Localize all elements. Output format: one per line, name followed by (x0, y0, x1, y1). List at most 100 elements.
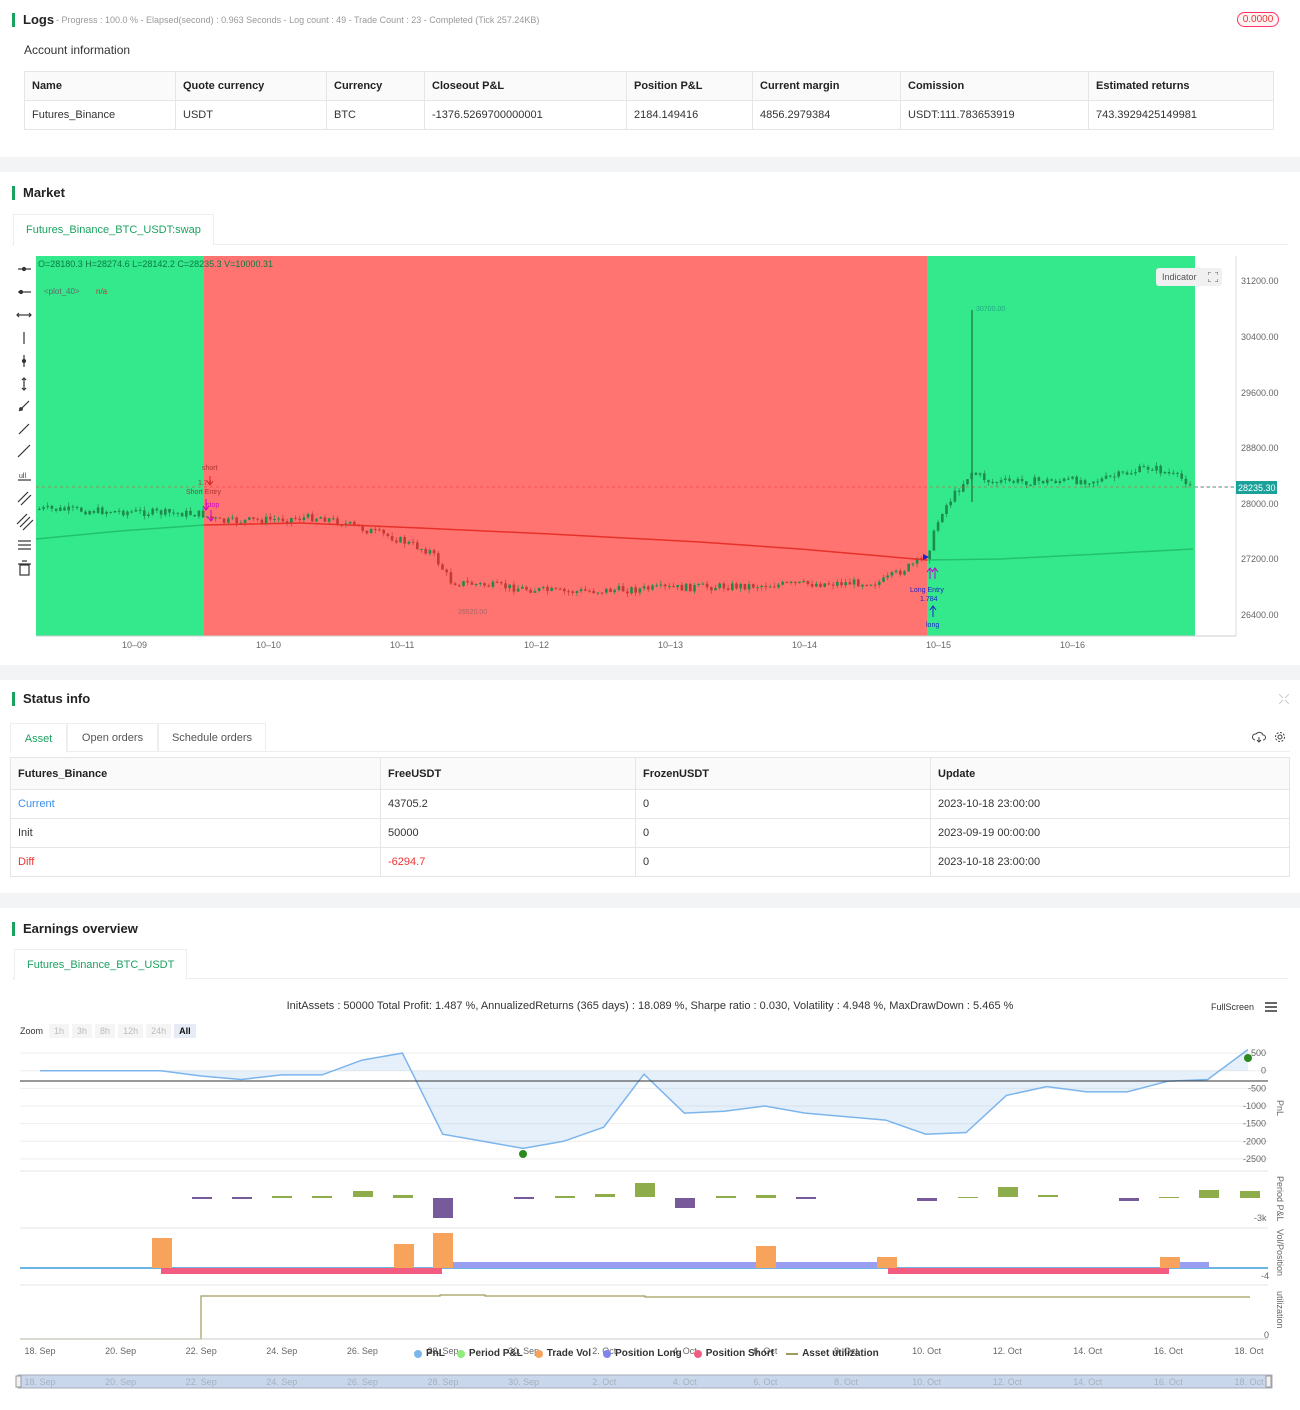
asset-header-row: Futures_Binance FreeUSDT FrozenUSDT Upda… (10, 757, 1290, 790)
col-currency: Currency (326, 71, 425, 101)
navigator-x-tick: 22. Sep (186, 1377, 217, 1387)
navigator-x-tick: 10. Oct (912, 1377, 942, 1387)
earnings-tab[interactable]: Futures_Binance_BTC_USDT (14, 949, 188, 980)
legend-pnl[interactable]: PnL (414, 1348, 445, 1359)
menu-icon[interactable] (1265, 1002, 1277, 1012)
navigator-x-tick: 8. Oct (834, 1377, 859, 1387)
navigator-x-tick: 14. Oct (1073, 1377, 1103, 1387)
legend-position-short[interactable]: Position Short (693, 1348, 774, 1359)
x-tick-0: 10–09 (122, 640, 147, 650)
legend-long-dot (603, 1349, 612, 1358)
legend-position-long[interactable]: Position Long (603, 1348, 682, 1359)
pnl-y-tick: -1500 (1243, 1119, 1266, 1129)
pane-label-pnl: PnL (1275, 1100, 1285, 1116)
navigator-x-tick: 12. Oct (993, 1377, 1023, 1387)
navigator-x-tick: 30. Sep (508, 1377, 539, 1387)
col-position-pnl: Position P&L (626, 71, 753, 101)
x-tick-7: 10–16 (1060, 640, 1085, 650)
tab-asset[interactable]: Asset (10, 723, 67, 753)
col-quote-currency: Quote currency (175, 71, 327, 101)
col-estimated-returns: Estimated returns (1088, 71, 1274, 101)
logs-panel: Logs - Progress : 100.0 % - Elapsed(seco… (0, 0, 1300, 157)
earnings-x-tick: 4. Oct (673, 1346, 698, 1356)
current-free: 43705.2 (380, 789, 636, 819)
trade-vol-bars (152, 1233, 1180, 1268)
annot-low: 26520.00 (458, 609, 487, 616)
legend-pnl-dot (414, 1349, 422, 1358)
indicator-button[interactable]: Indicator (1156, 268, 1222, 286)
plot-value: n/a (96, 287, 108, 296)
y-tick-4: 28000.00 (1241, 499, 1279, 509)
navigator-x-tick: 6. Oct (753, 1377, 778, 1387)
col-update: Update (930, 757, 1290, 790)
earnings-x-tick: 12. Oct (993, 1346, 1023, 1356)
cell-closeout: -1376.5269700000001 (424, 100, 627, 130)
zoom-all[interactable]: All (174, 1024, 196, 1038)
x-tick-1: 10–10 (256, 640, 281, 650)
navigator-x-tick: 16. Oct (1154, 1377, 1184, 1387)
zoom-1h[interactable]: 1h (49, 1024, 70, 1038)
ma-line-bull-left (35, 524, 205, 540)
zoom-3h[interactable]: 3h (72, 1024, 93, 1038)
earnings-x-tick: 20. Sep (105, 1346, 136, 1356)
cell-quote: USDT (175, 100, 327, 130)
legend-trade-vol[interactable]: Trade Vol (534, 1348, 592, 1359)
x-tick-2: 10–11 (390, 640, 414, 650)
annot-long: long (926, 622, 939, 629)
tab-open-orders[interactable]: Open orders (67, 723, 158, 752)
zoom-12h[interactable]: 12h (118, 1024, 144, 1038)
legend-period-label: Period P&L (468, 1348, 523, 1359)
legend-period-dot (456, 1349, 465, 1358)
legend-asset-util[interactable]: Asset utilization (786, 1348, 879, 1359)
zoom-8h[interactable]: 8h (95, 1024, 116, 1038)
pnl-area (40, 1049, 1248, 1149)
earnings-x-tick: 14. Oct (1073, 1346, 1103, 1356)
settings-gear-icon[interactable] (1274, 731, 1286, 743)
navigator-handle-left (15, 1375, 22, 1388)
status-tab-bar (10, 723, 1290, 752)
pnl-y-tick: -2500 (1243, 1154, 1266, 1164)
y-tick-6: 26400.00 (1241, 610, 1279, 620)
col-name: Name (24, 71, 176, 101)
annot-stop: stop (206, 502, 219, 509)
earnings-x-tick: 16. Oct (1154, 1346, 1184, 1356)
market-chart[interactable]: 31200.00 30400.00 29600.00 28800.00 2800… (0, 172, 1300, 665)
market-title-text: Market (23, 185, 65, 200)
market-tab-bar (12, 215, 1288, 245)
earnings-chart[interactable]: 500 0 -500 -1000 -1500 -2000 -2500 PnL (0, 908, 1300, 1398)
annot-long-qty: 1.784 (920, 596, 938, 603)
legend-vol-label: Trade Vol (546, 1348, 592, 1359)
legend-period-pnl[interactable]: Period P&L (456, 1348, 523, 1359)
pnl-ticks: 500 0 -500 -1000 -1500 -2000 -2500 (1243, 1048, 1266, 1164)
y-tick-5: 27200.00 (1241, 554, 1279, 564)
annot-short: short (202, 465, 218, 472)
market-panel: Market Futures_Binance_BTC_USDT:swap ull (0, 172, 1300, 665)
legend-pnl-label: PnL (426, 1348, 445, 1359)
navigator-x-tick: 4. Oct (673, 1377, 698, 1387)
earnings-title-text: Earnings overview (23, 921, 138, 936)
earnings-legend: PnL Period P&L Trade Vol Position Long P… (408, 1348, 885, 1359)
drawing-tools[interactable]: ull (14, 260, 34, 580)
pane-label-vol: Vol/Position (1275, 1229, 1285, 1276)
collapse-icon[interactable] (1279, 694, 1289, 704)
col-free-usdt: FreeUSDT (380, 757, 636, 790)
init-update: 2023-09-19 00:00:00 (930, 818, 1290, 848)
price-tag: 28235.30 (1238, 483, 1276, 493)
earnings-x-tick: 26. Sep (347, 1346, 378, 1356)
pnl-y-tick: -500 (1248, 1083, 1266, 1093)
current-frozen: 0 (635, 789, 931, 819)
col-frozen-usdt: FrozenUSDT (635, 757, 931, 790)
fullscreen-label[interactable]: FullScreen (1211, 1002, 1255, 1012)
row-label-init: Init (10, 818, 381, 848)
market-tab[interactable]: Futures_Binance_BTC_USDT:swap (13, 214, 214, 245)
tab-schedule-orders[interactable]: Schedule orders (158, 723, 266, 752)
y-tick-0: 31200.00 (1241, 276, 1279, 286)
cell-comission: USDT:111.783653919 (900, 100, 1089, 130)
diff-update: 2023-10-18 23:00:00 (930, 847, 1290, 877)
status-title-text: Status info (23, 691, 91, 706)
pnl-y-tick: -2000 (1243, 1136, 1266, 1146)
cloud-download-icon[interactable] (1252, 731, 1266, 743)
zoom-bar: Zoom 1h 3h 8h 12h 24h All (20, 1024, 196, 1038)
earnings-x-tick: 18. Sep (24, 1346, 55, 1356)
zoom-24h[interactable]: 24h (146, 1024, 172, 1038)
